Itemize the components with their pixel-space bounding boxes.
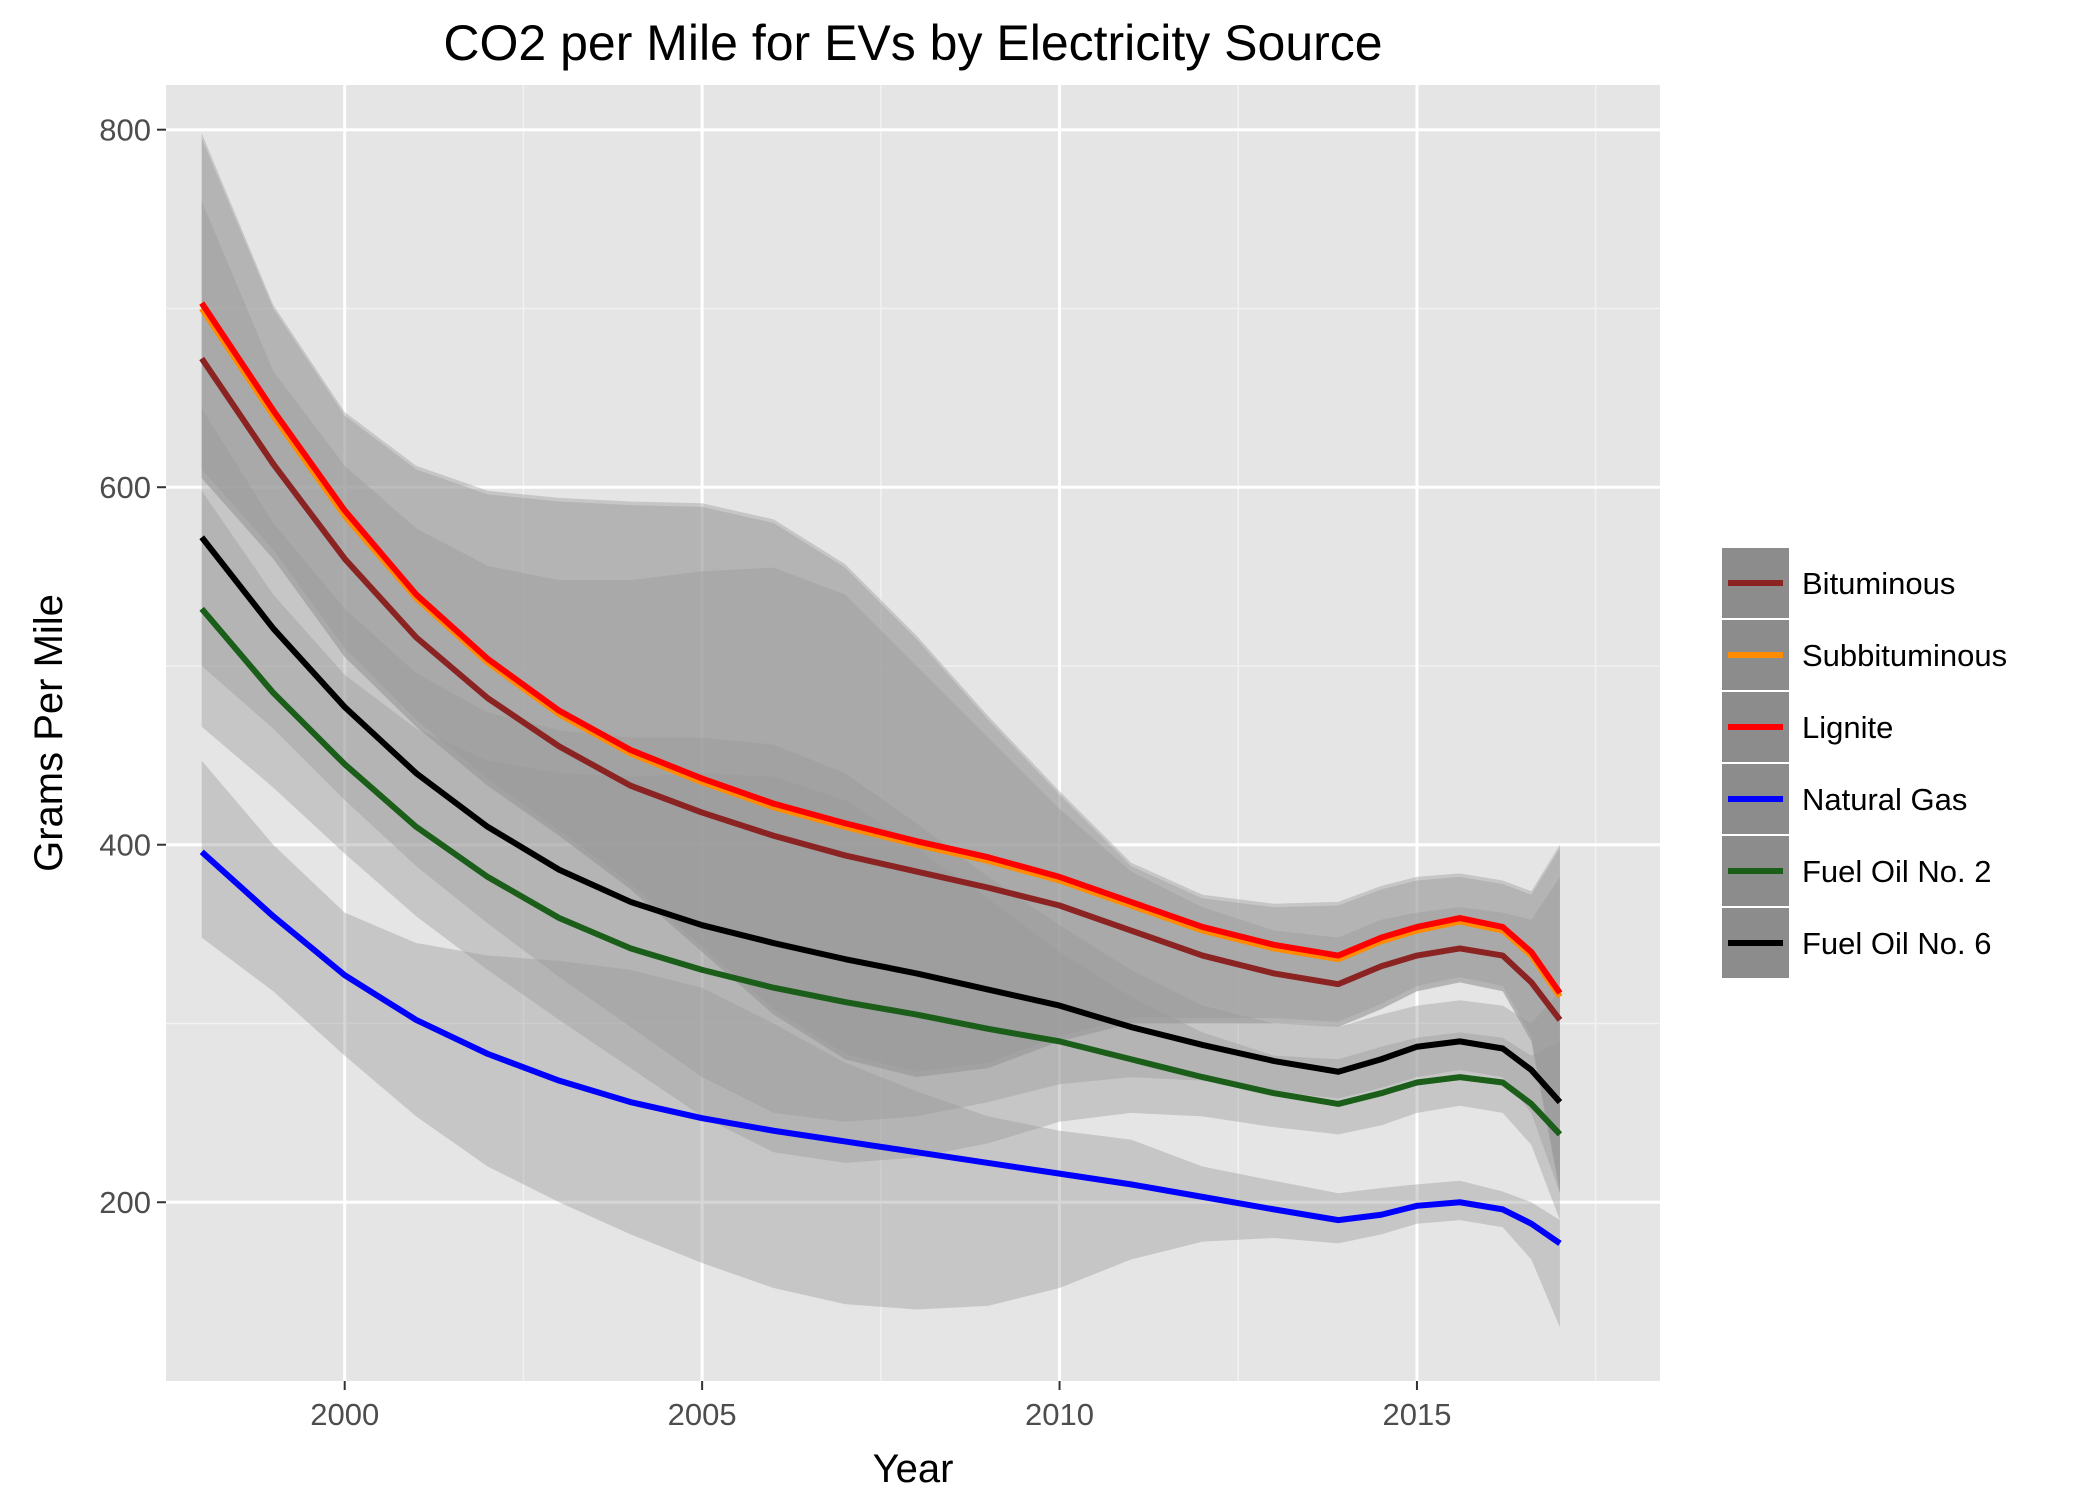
axes: 2000 2005 2010 2015 200 400 600 800 — [99, 113, 1451, 1432]
legend-label: Subbituminous — [1802, 638, 2007, 673]
confidence-band — [201, 490, 1560, 1221]
y-tick-label: 600 — [99, 470, 151, 505]
confidence-band — [201, 760, 1560, 1328]
series-lines — [199, 301, 1563, 1246]
x-tick-label: 2000 — [310, 1397, 379, 1432]
confidence-band — [201, 408, 1560, 1194]
y-tick-label: 400 — [99, 828, 151, 863]
legend-label: Fuel Oil No. 6 — [1802, 926, 1992, 961]
y-tick-label: 800 — [99, 113, 151, 148]
confidence-band — [201, 133, 1560, 1188]
series-line — [199, 849, 1562, 1246]
legend-label: Natural Gas — [1802, 782, 1967, 817]
series-line — [199, 535, 1563, 1105]
y-axis-title: Grams Per Mile — [27, 594, 71, 872]
x-tick-label: 2015 — [1382, 1397, 1451, 1432]
x-tick-label: 2005 — [668, 1397, 737, 1432]
series-line — [199, 606, 1563, 1137]
legend-label: Bituminous — [1802, 566, 1955, 601]
plot-panel — [166, 85, 1660, 1381]
y-tick-label: 200 — [99, 1185, 151, 1220]
legend-label: Fuel Oil No. 2 — [1802, 854, 1992, 889]
legend: Bituminous Subbituminous Lignite Natural Ga… — [1720, 546, 2007, 980]
grid-major — [166, 85, 1660, 1381]
grid-minor — [166, 85, 1660, 1381]
series-line — [199, 301, 1563, 995]
series-line — [199, 356, 1563, 1022]
confidence-band — [201, 201, 1560, 1194]
legend-label: Lignite — [1802, 710, 1893, 745]
chart-title: CO2 per Mile for EVs by Electricity Sour… — [443, 15, 1382, 71]
x-tick-label: 2010 — [1025, 1397, 1094, 1432]
x-axis-title: Year — [873, 1447, 954, 1491]
